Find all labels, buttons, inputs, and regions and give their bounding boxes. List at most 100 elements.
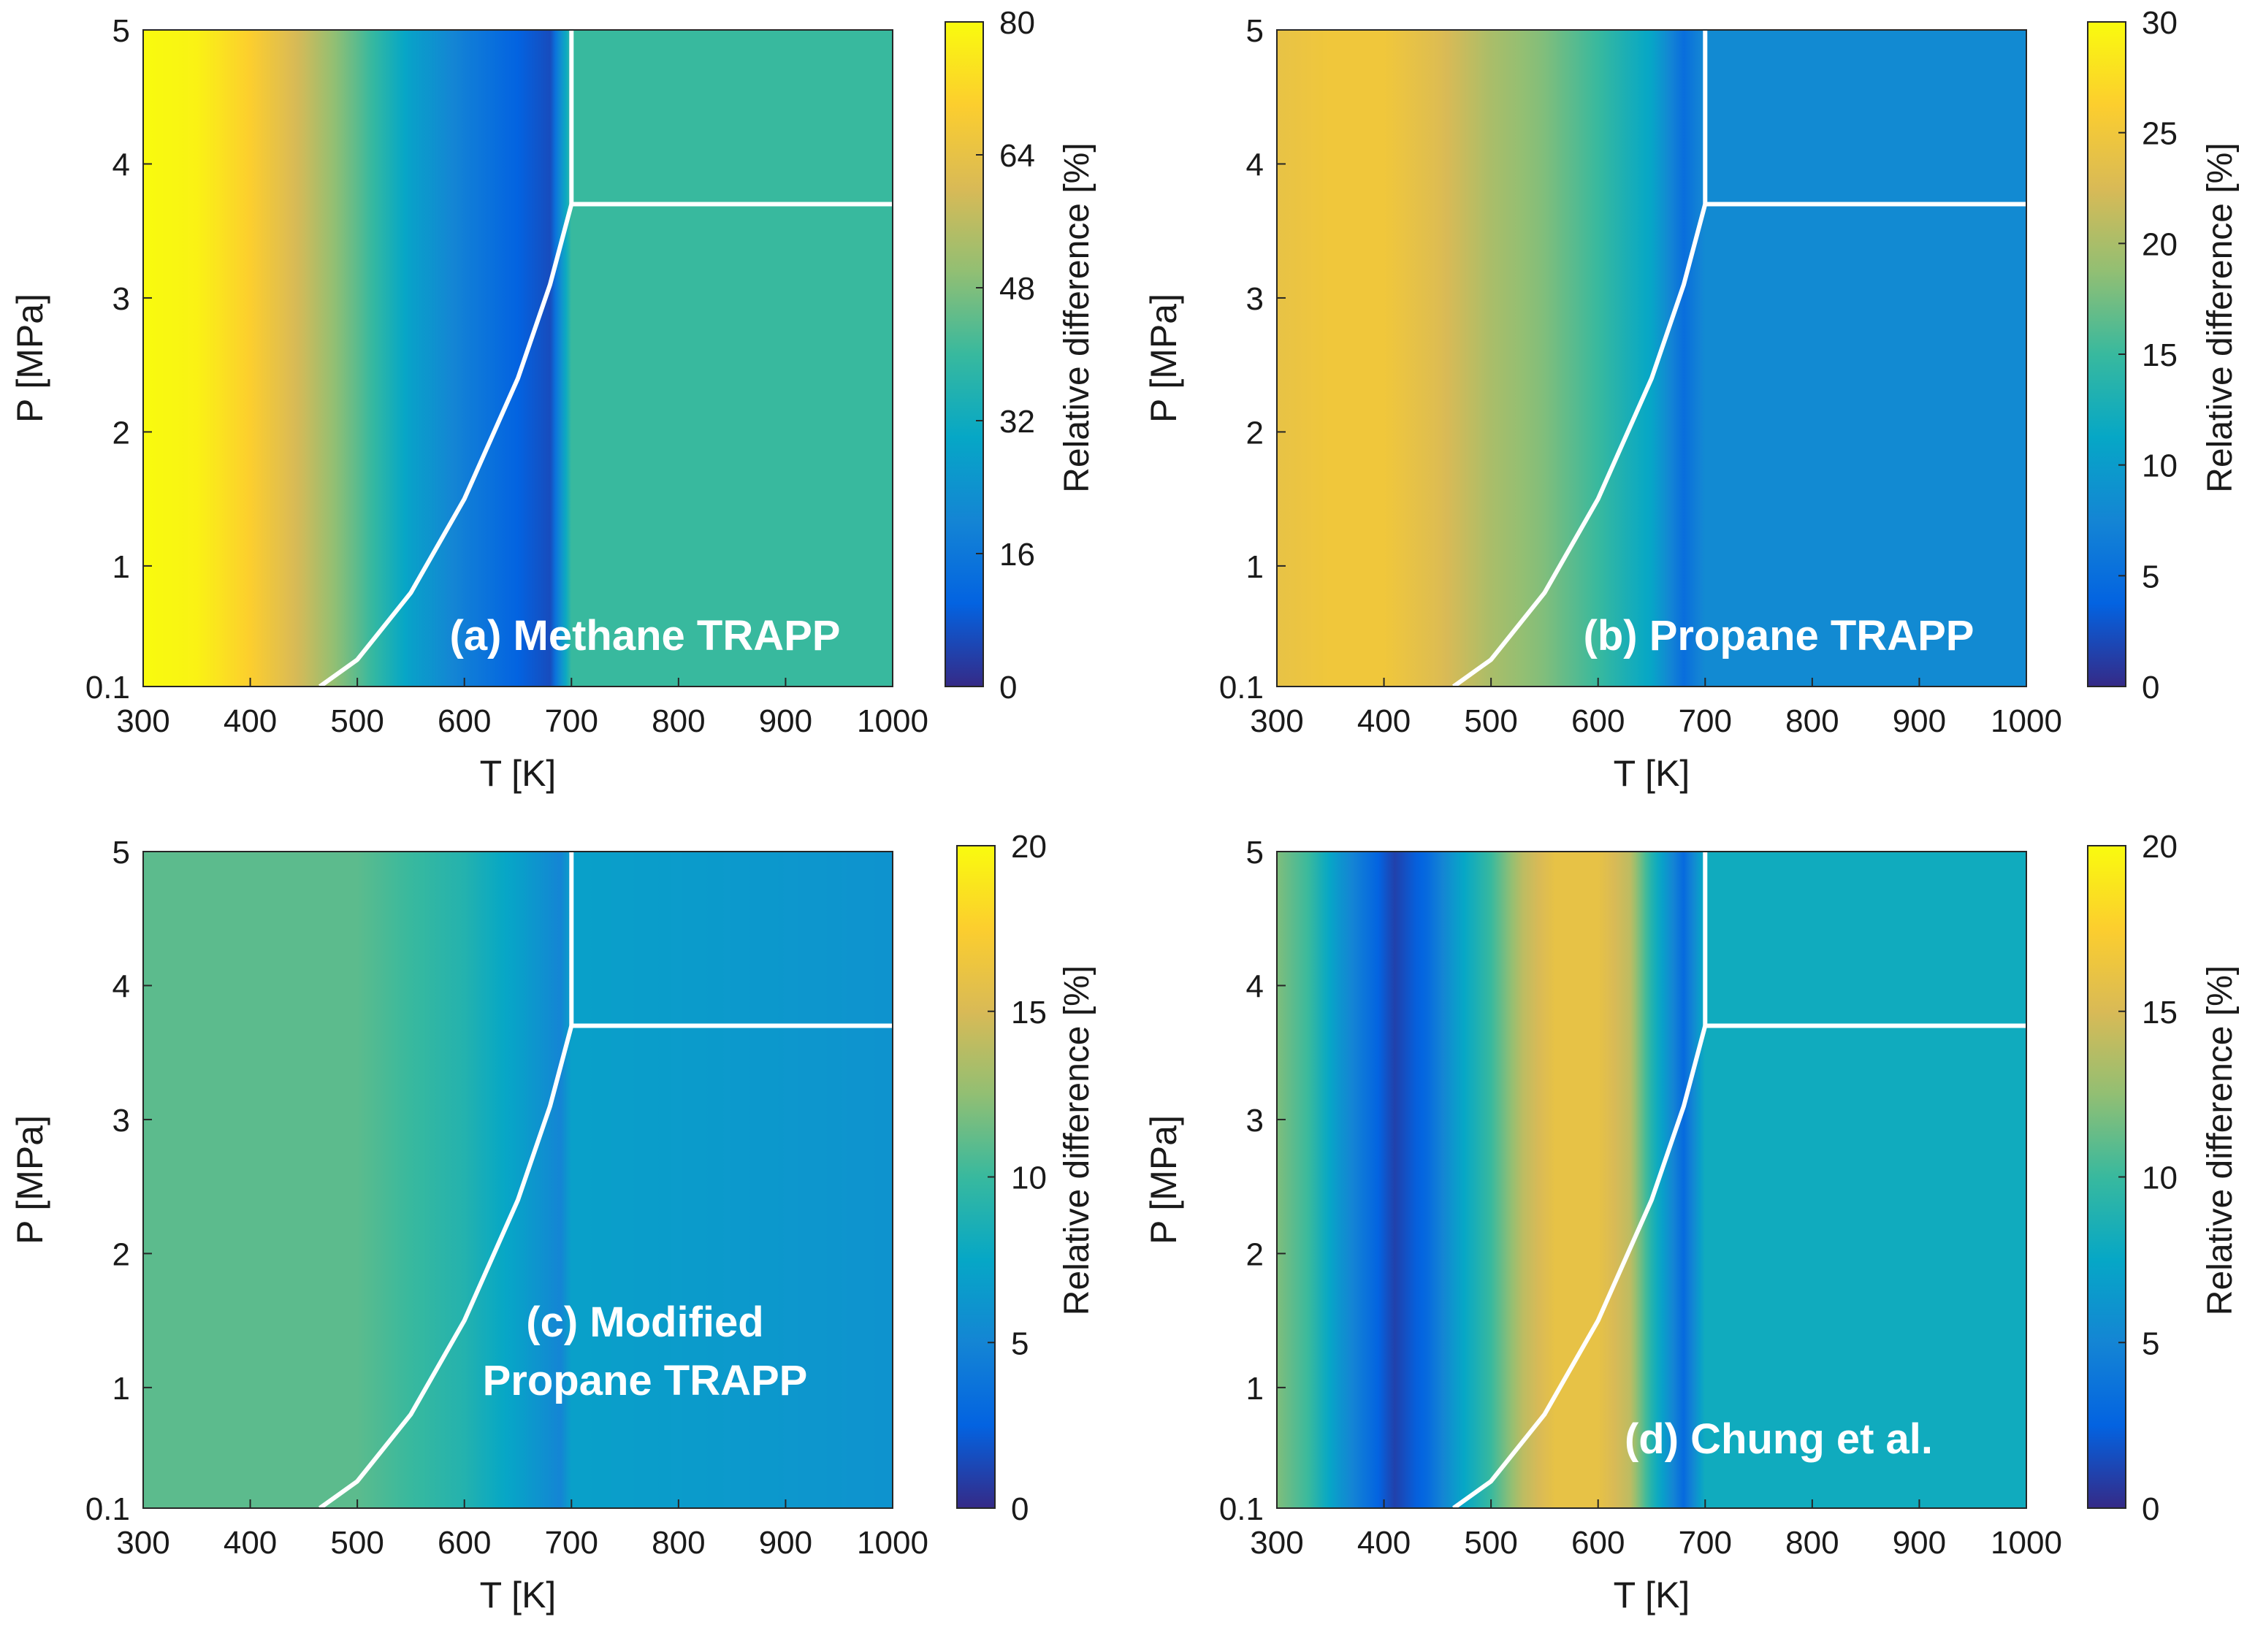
x-tick-label: 400 <box>224 1525 277 1561</box>
colorbar-tick-label: 15 <box>1011 995 1047 1030</box>
colorbar-tick-label: 20 <box>2142 829 2178 865</box>
colorbar-tick-label: 10 <box>1011 1160 1047 1196</box>
y-tick-label: 3 <box>112 281 130 317</box>
panel-4: 300 400 500 600 700 800 900 1000 0.1 1 2 3 4 5 T [K] P … <box>1143 829 2240 1615</box>
colorbar-title: Relative difference [%] <box>2201 142 2240 492</box>
colorbar-tick-label: 30 <box>2142 5 2178 41</box>
colorbar-tick-label: 5 <box>2142 1326 2159 1361</box>
x-tick-label: 800 <box>652 703 705 739</box>
y-tick-label: 2 <box>112 415 130 451</box>
saturation-curve <box>318 203 574 689</box>
y-tick-label: 5 <box>112 13 130 49</box>
y-axis-title: P [MPa] <box>9 294 50 423</box>
y-tick-label: 2 <box>1246 1236 1264 1272</box>
colorbar-tick-label: 10 <box>2142 1160 2178 1196</box>
x-tick-label: 800 <box>652 1525 705 1561</box>
x-tick-label: 600 <box>1571 703 1625 739</box>
x-tick-label: 400 <box>224 703 277 739</box>
x-tick-label: 1000 <box>1991 703 2062 739</box>
x-tick-label: 700 <box>1679 1525 1732 1561</box>
colorbar-title: Relative difference [%] <box>1058 965 1096 1315</box>
y-tick-label: 1 <box>1246 549 1264 585</box>
x-tick-label: 500 <box>1464 703 1517 739</box>
x-tick-label: 300 <box>1250 1525 1303 1561</box>
colorbar-title: Relative difference [%] <box>1058 142 1096 492</box>
x-tick-label: 900 <box>1893 703 1946 739</box>
saturation-curve <box>1452 203 1708 689</box>
colorbar-tick-label: 0 <box>2142 1491 2159 1527</box>
colorbar-tick-label: 5 <box>2142 559 2159 594</box>
x-tick-label: 300 <box>116 703 169 739</box>
colorbar-tick-label: 15 <box>2142 995 2178 1030</box>
x-tick-label: 700 <box>545 703 598 739</box>
x-tick-label: 900 <box>1893 1525 1946 1561</box>
x-tick-label: 500 <box>330 703 384 739</box>
panel-label: (c) Modified <box>526 1299 763 1346</box>
axes-box <box>1276 851 2027 1509</box>
panel-3: 300 400 500 600 700 800 900 1000 0.1 1 2 3 4 5 T [K] P … <box>9 829 1096 1615</box>
heatmap-area <box>1277 30 2026 687</box>
y-axis-title: P [MPa] <box>9 1115 50 1244</box>
x-tick-label: 300 <box>116 1525 169 1561</box>
x-tick-label: 500 <box>330 1525 384 1561</box>
y-axis-title: P [MPa] <box>1143 294 1184 423</box>
x-axis-title: T [K] <box>480 1575 557 1615</box>
colorbar-tick-label: 20 <box>2142 226 2178 262</box>
colorbar-tick-label: 25 <box>2142 116 2178 152</box>
colorbar-tick-label: 64 <box>999 138 1035 174</box>
x-tick-label: 800 <box>1785 703 1839 739</box>
y-tick-label: 2 <box>112 1236 130 1272</box>
y-tick-label: 3 <box>1246 1103 1264 1139</box>
x-tick-label: 500 <box>1464 1525 1517 1561</box>
x-axis-title: T [K] <box>1614 1575 1690 1615</box>
colorbar-tick-label: 48 <box>999 271 1035 307</box>
axes-box <box>1276 29 2027 687</box>
x-tick-label: 1000 <box>857 703 928 739</box>
colorbar-tick-label: 0 <box>2142 670 2159 705</box>
x-tick-label: 800 <box>1785 1525 1839 1561</box>
x-axis-title: T [K] <box>1614 753 1690 794</box>
colorbar-tick-label: 5 <box>1011 1326 1029 1361</box>
saturation-curve <box>1452 1025 1708 1510</box>
axes-box <box>142 851 893 1509</box>
x-tick-label: 1000 <box>1991 1525 2062 1561</box>
panel-label: Propane TRAPP <box>483 1357 808 1404</box>
x-tick-label: 700 <box>1679 703 1732 739</box>
y-tick-label: 0.1 <box>1219 1491 1264 1527</box>
axes-box <box>142 29 893 687</box>
y-tick-label: 4 <box>1246 147 1264 183</box>
heatmap-area <box>143 30 893 687</box>
colorbar-tick-label: 80 <box>999 5 1035 41</box>
panel-label: (d) Chung et al. <box>1625 1415 1933 1463</box>
y-tick-label: 4 <box>112 968 130 1004</box>
colorbar-tick-label: 15 <box>2142 337 2178 373</box>
y-tick-label: 4 <box>1246 968 1264 1004</box>
y-tick-label: 2 <box>1246 415 1264 451</box>
colorbar-tick-label: 32 <box>999 404 1035 440</box>
x-tick-label: 400 <box>1357 1525 1411 1561</box>
colorbar-tick-label: 10 <box>2142 448 2178 484</box>
y-tick-label: 5 <box>112 835 130 871</box>
saturation-curve <box>318 1025 574 1510</box>
x-tick-label: 600 <box>1571 1525 1625 1561</box>
heatmap-area <box>143 852 893 1508</box>
x-tick-label: 600 <box>438 703 491 739</box>
heatmap-area <box>1277 852 2026 1508</box>
x-axis-title: T [K] <box>480 753 557 794</box>
colorbar-tick-label: 0 <box>1011 1491 1029 1527</box>
x-tick-label: 900 <box>759 1525 812 1561</box>
x-tick-label: 900 <box>759 703 812 739</box>
y-tick-label: 1 <box>1246 1371 1264 1407</box>
colorbar-tick-label: 16 <box>999 537 1035 573</box>
y-tick-label: 4 <box>112 147 130 183</box>
x-tick-label: 300 <box>1250 703 1303 739</box>
y-tick-label: 5 <box>1246 13 1264 49</box>
y-tick-label: 1 <box>112 1371 130 1407</box>
x-tick-label: 700 <box>545 1525 598 1561</box>
panel-label: (a) Methane TRAPP <box>450 612 841 659</box>
x-tick-label: 600 <box>438 1525 491 1561</box>
y-axis-title: P [MPa] <box>1143 1115 1184 1244</box>
y-tick-label: 5 <box>1246 835 1264 871</box>
